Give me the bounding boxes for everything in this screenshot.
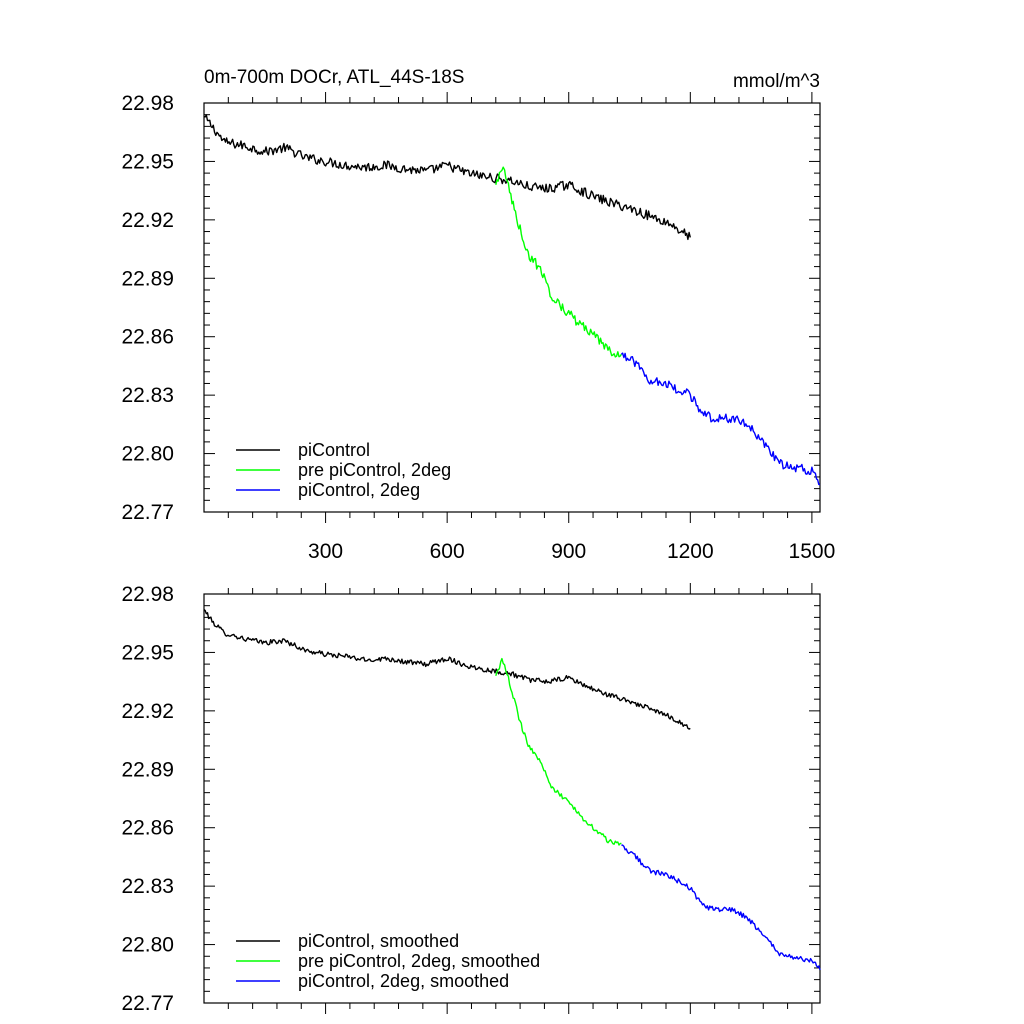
x-tick-label: 300 xyxy=(308,540,343,563)
top-chart: 300 600 900 1200 1500 22.77 22.80 22.83 22.86 22.… xyxy=(121,92,835,563)
series-line-1 xyxy=(495,166,622,358)
y-tick-label: 22.95 xyxy=(121,150,174,173)
x-tick-label: 1200 xyxy=(667,540,714,563)
legend-label: pre piControl, 2deg xyxy=(298,460,451,480)
legend-label: piControl, 2deg, smoothed xyxy=(298,971,509,991)
y-tick-label: 22.77 xyxy=(121,992,174,1015)
y-tick-label: 22.92 xyxy=(121,700,174,723)
legend-label: pre piControl, 2deg, smoothed xyxy=(298,951,540,971)
series-line-0 xyxy=(203,114,691,241)
x-tick-label: 1500 xyxy=(789,540,836,563)
legend-label: piControl xyxy=(298,440,370,460)
y-tick-label: 22.98 xyxy=(121,92,174,115)
y-tick-label: 22.86 xyxy=(121,817,174,840)
y-tick-label: 22.83 xyxy=(121,875,174,898)
legend-label: piControl, smoothed xyxy=(298,931,459,951)
plot-frame xyxy=(203,102,821,513)
y-tick-label: 22.83 xyxy=(121,384,174,407)
y-tick-label: 22.80 xyxy=(121,934,174,957)
legend-label: piControl, 2deg xyxy=(298,480,420,500)
y-tick-label: 22.89 xyxy=(121,267,174,290)
y-tick-label: 22.95 xyxy=(121,641,174,664)
x-tick-label: 600 xyxy=(430,540,465,563)
x-tick-label: 900 xyxy=(551,540,586,563)
series-line-2 xyxy=(621,844,821,971)
y-tick-label: 22.80 xyxy=(121,443,174,466)
bottom-chart: 22.77 22.80 22.83 22.86 22.89 22.92 22.95 22.98… xyxy=(121,583,821,1015)
y-tick-label: 22.86 xyxy=(121,326,174,349)
series-line-2 xyxy=(620,352,821,486)
series-line-1 xyxy=(495,657,622,846)
series-line-0 xyxy=(203,609,691,730)
y-tick-label: 22.89 xyxy=(121,758,174,781)
y-tick-label: 22.98 xyxy=(121,583,174,606)
top-chart-units: mmol/m^3 xyxy=(733,71,820,92)
y-tick-label: 22.77 xyxy=(121,501,174,524)
y-tick-label: 22.92 xyxy=(121,209,174,232)
plot-frame xyxy=(203,593,821,1004)
top-chart-title: 0m-700m DOCr, ATL_44S-18S xyxy=(204,67,464,88)
